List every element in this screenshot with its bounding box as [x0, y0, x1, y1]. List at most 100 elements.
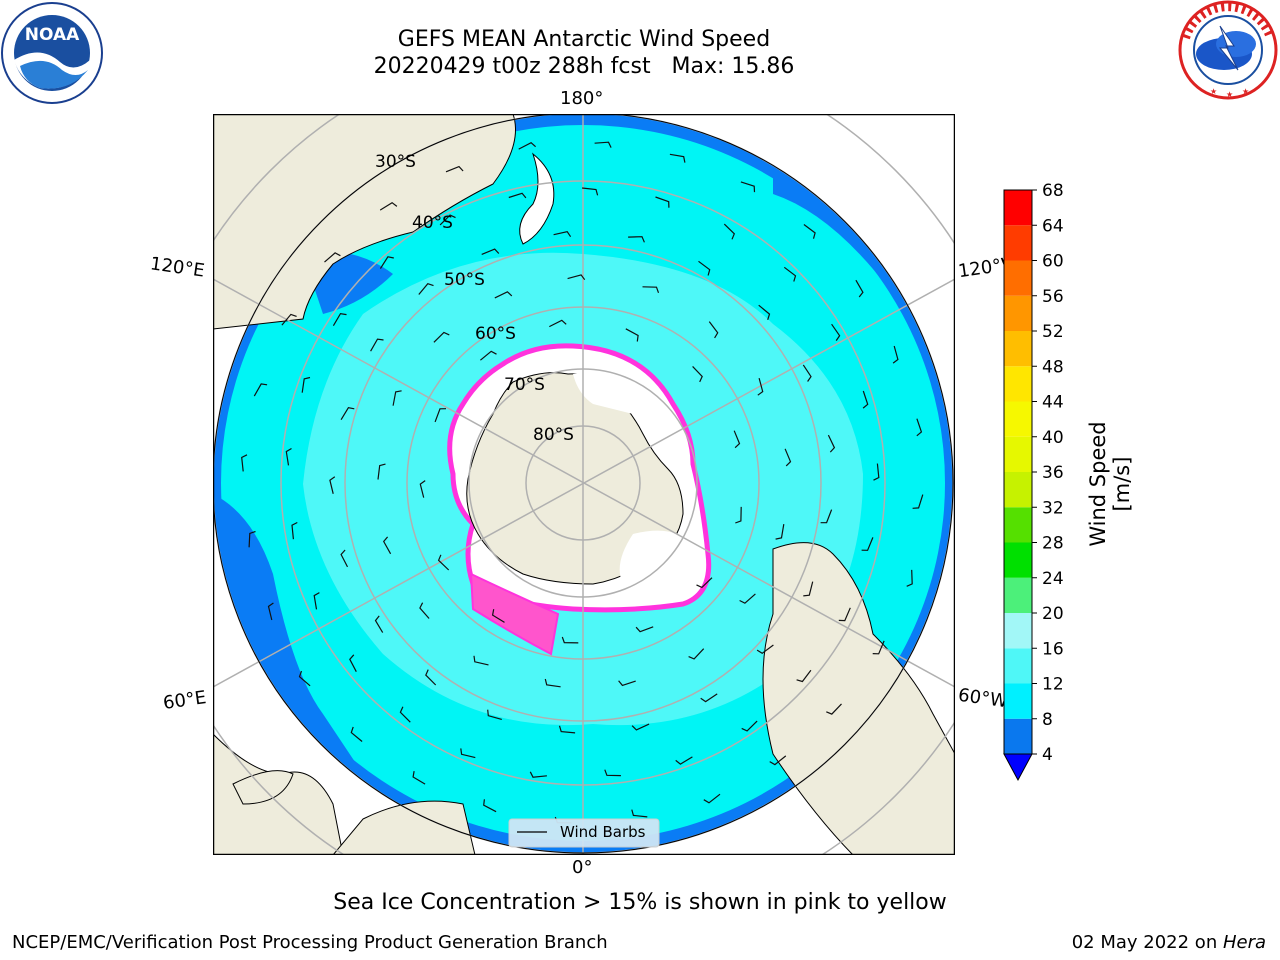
wind-barb — [756, 644, 774, 655]
wind-barb — [827, 434, 836, 453]
colorbar-tick-label: 40 — [1042, 428, 1064, 448]
wind-barb — [635, 626, 654, 633]
wind-barb — [669, 153, 686, 163]
wind-barb — [862, 390, 869, 409]
wind-barb — [872, 640, 885, 655]
wind-barb — [445, 165, 464, 173]
lat-label-70s: 70°S — [504, 375, 545, 395]
wind-barb — [675, 756, 693, 765]
colorbar-tick-label: 36 — [1042, 463, 1064, 483]
colorbar-tick-label: 52 — [1042, 322, 1064, 342]
wind-barb — [248, 530, 256, 548]
wind-barbs — [241, 141, 924, 824]
wind-barb — [561, 636, 579, 644]
wind-barb — [418, 283, 434, 295]
wind-barb — [700, 693, 718, 703]
wind-barb — [855, 279, 864, 298]
wind-barb — [494, 291, 513, 299]
colorbar-tick-label: 4 — [1042, 745, 1053, 765]
colorbar-band — [1004, 401, 1032, 437]
colorbar-band — [1004, 718, 1032, 754]
legend-label: Wind Barbs — [560, 823, 646, 841]
wind-barb — [906, 569, 913, 587]
wind-barb — [340, 407, 355, 421]
wind-barb — [735, 506, 742, 524]
chart-title: GEFS MEAN Antarctic Wind Speed — [397, 27, 771, 52]
sea-ice-weddell — [469, 572, 560, 656]
wind-barb — [285, 447, 292, 466]
colorbar-tick-label: 56 — [1042, 287, 1064, 307]
colorbar-band — [1004, 331, 1032, 367]
noaa-logo-icon: NOAA — [1, 2, 103, 104]
wind-barb — [433, 331, 450, 343]
wind-barb — [529, 771, 547, 778]
wind-barb — [267, 602, 274, 621]
wind-barb — [558, 725, 576, 734]
wind-barb — [739, 593, 756, 604]
wind-barb — [349, 654, 357, 672]
wind-barb — [769, 755, 787, 766]
wind-barb — [803, 581, 814, 597]
wind-barb — [439, 214, 456, 226]
colorbar-tick-label: 12 — [1042, 675, 1064, 695]
wind-barb — [802, 364, 812, 382]
wind-barb — [861, 537, 874, 551]
wind-barb — [820, 509, 833, 524]
wind-barb — [642, 286, 660, 294]
colorbar-tick-label: 60 — [1042, 252, 1064, 272]
wind-barb — [553, 231, 572, 238]
lat-label-80s: 80°S — [533, 425, 574, 445]
colorbar-band — [1004, 648, 1032, 684]
wind-barb — [803, 224, 816, 239]
wind-barb-legend: Wind Barbs — [508, 818, 660, 848]
wind-barb — [419, 480, 426, 498]
colorbar-tick-label: 20 — [1042, 604, 1064, 624]
wind-barb — [487, 709, 502, 720]
wind-barb — [796, 669, 812, 683]
wind-barb — [379, 256, 394, 269]
wind-barb — [340, 549, 349, 568]
wind-barb — [425, 669, 437, 686]
lon-label-180: 180° — [560, 88, 604, 109]
wind-barb — [655, 196, 670, 208]
wind-barb — [625, 328, 639, 342]
colorbar-band — [1004, 683, 1032, 719]
wind-barb — [549, 319, 567, 328]
svg-text:★: ★ — [1226, 90, 1233, 99]
wind-barb — [399, 706, 411, 723]
wind-barb — [419, 602, 430, 619]
colorbar-label: Wind Speed [m/s] — [1086, 421, 1134, 547]
colorbar-tick-label: 16 — [1042, 639, 1064, 659]
wind-barb — [916, 418, 923, 437]
wind-barb — [631, 723, 650, 731]
colorbar-band — [1004, 225, 1032, 261]
colorbar-band — [1004, 507, 1032, 543]
wind-barb — [301, 376, 311, 393]
colorbar-tick-label: 64 — [1042, 216, 1064, 236]
wind-barb — [313, 592, 320, 610]
wind-barb — [628, 236, 645, 243]
wind-barb — [544, 678, 561, 688]
wind-barb — [374, 615, 384, 633]
wind-barb — [291, 521, 298, 540]
wind-barb — [826, 703, 842, 715]
lat-label-30s: 30°S — [375, 152, 416, 172]
wind-barb — [241, 454, 248, 472]
colorbar-band — [1004, 436, 1032, 472]
noaa-logo-text: NOAA — [25, 25, 80, 45]
wind-barb — [692, 365, 703, 383]
wind-barb — [350, 726, 363, 742]
wind-barb — [594, 141, 612, 148]
wind-barb — [582, 187, 599, 196]
svg-text:★: ★ — [1242, 87, 1249, 96]
wind-barb — [253, 383, 268, 397]
wind-barb — [758, 304, 771, 320]
wind-barb — [892, 345, 899, 364]
colorbar-band — [1004, 190, 1032, 226]
colorbar-band — [1004, 260, 1032, 296]
wind-barb — [508, 192, 527, 199]
wind-barb — [783, 266, 797, 282]
wind-barb — [460, 748, 476, 759]
colorbar-tick-label: 32 — [1042, 498, 1064, 518]
wind-barb — [831, 323, 841, 341]
